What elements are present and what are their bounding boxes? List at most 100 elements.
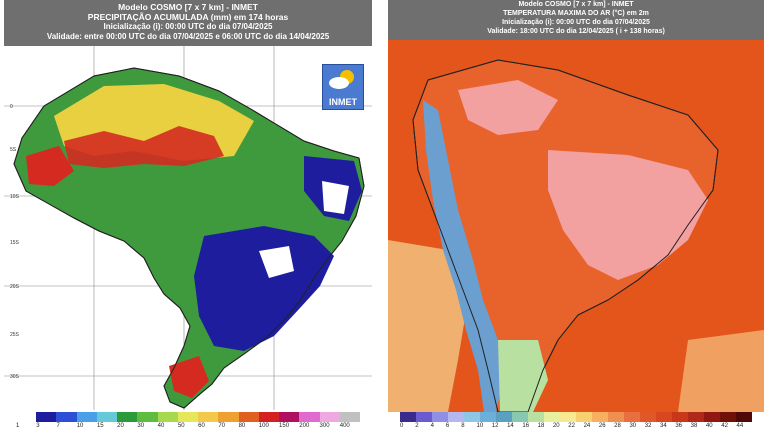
legend-swatch <box>117 412 138 422</box>
legend-tick-label: 40 <box>705 423 713 429</box>
precip-dry-patch <box>259 246 294 278</box>
precip-north-red <box>64 126 224 168</box>
legend-tick-label: 200 <box>299 423 310 429</box>
pacific-cool-band <box>388 240 468 412</box>
header-initialization: Inicialização (i): 00:00 UTC do dia 07/0… <box>502 19 650 26</box>
atlantic-cool-band <box>678 330 764 412</box>
precipitation-map-graphic: 0 5S 10S 15S 20S 25S 30S <box>4 46 372 410</box>
precipitation-map: 0 5S 10S 15S 20S 25S 30S <box>4 46 372 410</box>
legend-tick-label: 80 <box>238 423 246 429</box>
legend-tick-label: 400 <box>339 423 350 429</box>
legend-tick-label: 22 <box>568 423 575 429</box>
legend-swatch <box>720 412 736 422</box>
lat-label-5: 25S <box>10 332 20 338</box>
legend-tick-label: 20 <box>552 423 560 429</box>
legend-swatch <box>96 412 118 422</box>
south-america-outline <box>412 59 719 412</box>
legend-swatch <box>704 412 720 422</box>
legend-tick-label: 6 <box>445 423 450 429</box>
header-variable-title: PRECIPITAÇÃO ACUMULADA (mm) em 174 horas <box>87 12 289 22</box>
temp-brazil-hot <box>548 150 708 280</box>
precipitation-map-panel: Modelo COSMO [7 x 7 km] - INMET PRECIPIT… <box>4 0 372 432</box>
legend-swatch <box>464 412 480 422</box>
precipitation-legend-ticks: 1 3 7 10 15 20 30 40 50 60 70 80 100 150 200 300 400 <box>16 422 360 431</box>
inmet-logo: INMET <box>322 64 364 110</box>
legend-swatch <box>198 412 219 422</box>
legend-tick-label: 8 <box>461 423 465 429</box>
legend-swatch <box>416 412 432 422</box>
legend-swatch <box>76 412 97 422</box>
patagonia-cool <box>498 340 548 412</box>
legend-tick-label: 150 <box>279 423 290 429</box>
legend-tick-label: 42 <box>721 423 728 429</box>
legend-tick-label: 10 <box>476 423 484 429</box>
lat-label-4: 20S <box>10 284 20 290</box>
brazil-outline <box>13 67 365 409</box>
legend-swatch <box>448 412 464 422</box>
legend-swatch <box>640 412 656 422</box>
legend-tick-label: 300 <box>319 423 330 429</box>
legend-swatch <box>528 412 544 422</box>
precip-west-red <box>26 146 74 186</box>
precip-southeast-blue <box>194 226 334 351</box>
lat-label-3: 15S <box>10 240 20 246</box>
legend-swatch <box>36 412 57 422</box>
temperature-map-header: Modelo COSMO [7 x 7 km] - INMET TEMPERAT… <box>388 0 764 40</box>
header-model-title: Modelo COSMO [7 x 7 km] - INMET <box>118 2 258 12</box>
legend-tick-label: 26 <box>598 423 606 429</box>
legend-tick-label: 28 <box>614 423 621 429</box>
precip-northeast-dry <box>322 181 349 214</box>
legend-swatch <box>672 412 688 422</box>
legend-swatch <box>238 412 259 422</box>
legend-swatch <box>544 412 560 422</box>
latitude-labels: 0 5S 10S 15S 20S 25S 30S <box>10 104 20 380</box>
temperature-map-panel: Modelo COSMO [7 x 7 km] - INMET TEMPERAT… <box>388 0 764 432</box>
legend-swatch <box>608 412 624 422</box>
legend-tick-label: 12 <box>491 423 499 429</box>
legend-swatch <box>736 412 752 422</box>
legend-tick-label: 40 <box>157 423 165 429</box>
legend-swatch <box>218 412 239 422</box>
lat-label-1: 5S <box>10 147 17 153</box>
legend-swatch <box>279 412 300 422</box>
legend-tick-label: 70 <box>218 423 226 429</box>
temperature-map <box>388 40 764 412</box>
lat-label-0: 0 <box>10 104 13 110</box>
lat-label-6: 30S <box>10 374 20 380</box>
legend-swatch <box>624 412 640 422</box>
precipitation-map-header: Modelo COSMO [7 x 7 km] - INMET PRECIPIT… <box>4 0 372 46</box>
legend-swatch <box>576 412 592 422</box>
legend-tick-label: 7 <box>56 423 60 429</box>
temperature-map-graphic <box>388 59 764 412</box>
legend-tick-label: 38 <box>690 423 698 429</box>
sun-cloud-icon <box>329 70 354 89</box>
legend-tick-label: 4 <box>430 423 434 429</box>
legend-swatch <box>656 412 672 422</box>
legend-swatch <box>560 412 576 422</box>
header-initialization: Inicialização (i): 00:00 UTC do dia 07/0… <box>103 22 273 31</box>
legend-swatch <box>258 412 280 422</box>
legend-swatch <box>177 412 199 422</box>
precipitation-legend-swatches <box>16 412 360 422</box>
legend-swatch <box>339 412 360 422</box>
legend-swatch <box>688 412 704 422</box>
legend-tick-label: 34 <box>660 423 667 429</box>
temperature-legend: 0 2 4 6 8 10 12 14 16 18 20 22 24 26 28 30 32 34 36 38 40 42 4… <box>388 412 764 432</box>
legend-tick-label: 24 <box>583 423 591 429</box>
legend-swatch <box>512 412 528 422</box>
header-variable-title: TEMPERATURA MAXIMA DO AR (°C) em 2m <box>503 10 649 17</box>
legend-tick-label: 60 <box>198 423 205 429</box>
legend-tick-label: 0 <box>400 423 404 429</box>
legend-tick-label: 14 <box>507 423 514 429</box>
legend-swatch <box>157 412 178 422</box>
legend-swatch <box>16 412 37 422</box>
legend-swatch <box>400 412 416 422</box>
andes-cold <box>423 100 503 412</box>
legend-tick-label: 10 <box>76 423 84 429</box>
legend-tick-label: 36 <box>675 423 683 429</box>
legend-tick-label: 1 <box>16 423 20 429</box>
legend-tick-label: 2 <box>415 423 419 429</box>
legend-tick-label: 15 <box>96 423 104 429</box>
legend-tick-label: 3 <box>36 423 40 429</box>
header-model-title: Modelo COSMO [7 x 7 km] - INMET <box>518 1 634 8</box>
